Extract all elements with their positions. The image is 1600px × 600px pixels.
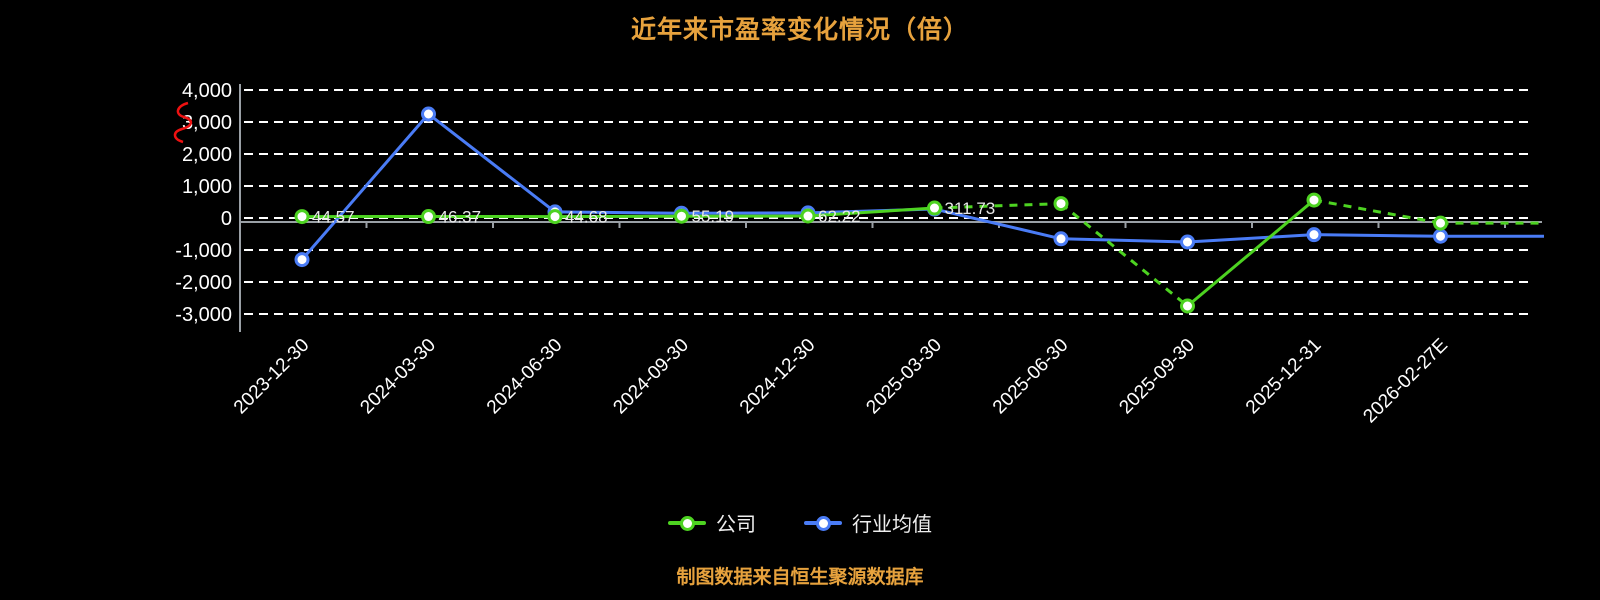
legend: 公司 行业均值: [0, 508, 1600, 537]
company-point-marker: [1180, 298, 1195, 314]
chart-title: 近年来市盈率变化情况（倍）: [630, 16, 969, 44]
company-point-label: 46.37: [439, 208, 482, 227]
company-point-label: 44.68: [565, 208, 608, 227]
company-point-marker: [1433, 215, 1448, 231]
red-scribble-annotation-icon: [173, 101, 193, 144]
company-point-marker: [800, 208, 816, 224]
industry-line-segment: [934, 207, 1062, 241]
company-point-marker: [1306, 192, 1322, 208]
company-point-marker: [421, 209, 436, 225]
company-point-label: 55.19: [692, 207, 735, 226]
company-line-segment: [807, 206, 935, 218]
company-line-segment: [1186, 198, 1315, 308]
x-axis-label: 2023-12-30: [230, 335, 314, 419]
company-point-marker: [927, 200, 942, 216]
industry-line-segment: [1187, 233, 1315, 244]
y-axis-label: -1,000: [175, 240, 232, 262]
y-axis-label: -3,000: [175, 304, 232, 326]
company-point-label: 44.57: [312, 208, 355, 227]
industry-point-marker: [1306, 227, 1322, 243]
y-axis-label: 0: [221, 208, 232, 230]
x-axis-label: 2026-02-27E: [1359, 335, 1452, 428]
legend-item-company[interactable]: 公司: [668, 508, 756, 537]
company-point-marker: [294, 209, 310, 225]
industry-line-segment: [300, 113, 430, 261]
x-axis-label: 2025-06-30: [989, 335, 1073, 419]
company-point-label: 311.73: [945, 199, 996, 218]
company-point-marker: [547, 209, 563, 225]
x-axis-label: 2024-12-30: [736, 335, 820, 419]
industry-line-segment: [1060, 237, 1188, 244]
x-axis-label: 2025-09-30: [1115, 335, 1199, 419]
y-axis-label: 4,000: [182, 80, 232, 102]
industry-point-marker: [1180, 234, 1195, 250]
legend-label-company: 公司: [716, 514, 756, 536]
y-axis-label: 2,000: [182, 144, 232, 166]
legend-label-industry: 行业均值: [852, 514, 932, 536]
industry-line-segment: [554, 210, 682, 215]
y-axis-label: 3,000: [182, 112, 232, 134]
legend-item-industry[interactable]: 行业均值: [804, 508, 932, 537]
industry-point-marker: [421, 106, 436, 122]
data-source-note: 制图数据来自恒生聚源数据库: [676, 567, 924, 588]
company-line-segment: [1313, 198, 1441, 225]
industry-line-segment: [1313, 233, 1441, 238]
company-series-icon: [668, 515, 706, 531]
industry-legend-dot: [816, 515, 831, 531]
company-line-segment: [934, 202, 1062, 210]
x-axis-label: 2025-03-30: [862, 335, 946, 419]
y-axis-label: -2,000: [175, 272, 232, 294]
company-point-marker: [1053, 196, 1069, 212]
company-legend-dot: [680, 515, 695, 531]
industry-point-marker: [294, 252, 310, 268]
industry-point-marker: [1053, 231, 1069, 247]
company-point-marker: [674, 208, 689, 224]
x-axis-label: 2024-06-30: [483, 335, 567, 419]
y-axis-label: 1,000: [182, 176, 232, 198]
company-line-segment: [1060, 202, 1189, 308]
x-axis-label: 2024-03-30: [356, 335, 440, 419]
company-point-label: 62.22: [818, 207, 861, 226]
industry-line-segment: [427, 112, 556, 214]
x-axis-label: 2024-09-30: [609, 335, 693, 419]
industry-point-marker: [1433, 228, 1448, 244]
industry-series-icon: [804, 515, 842, 531]
x-axis-label: 2025-12-31: [1242, 335, 1326, 419]
